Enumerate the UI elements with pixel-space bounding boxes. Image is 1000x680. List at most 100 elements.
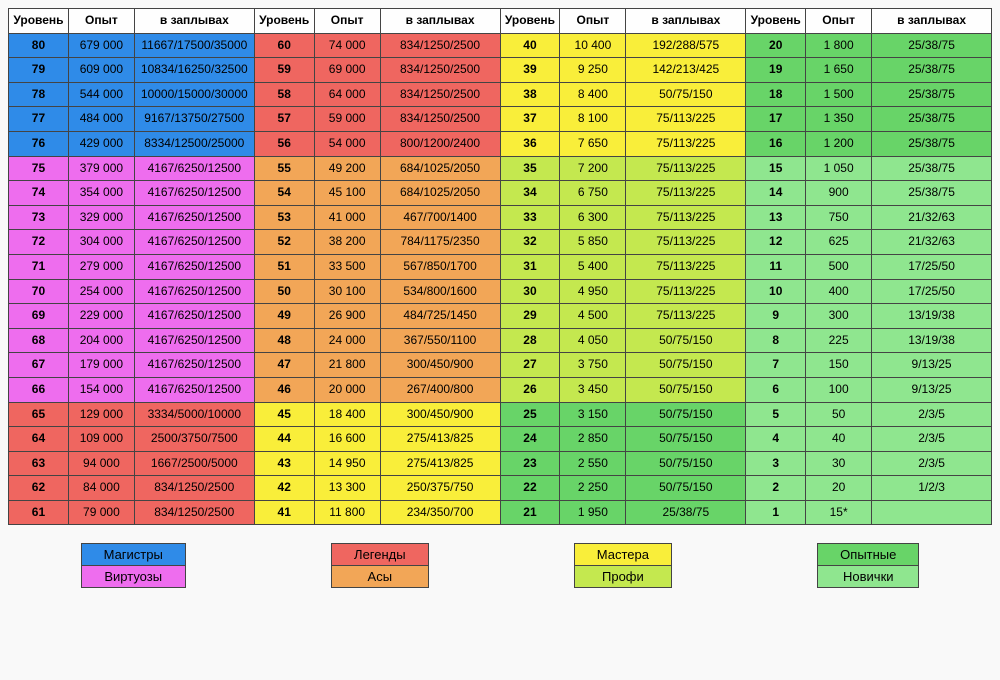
exp-cell: 4 050 [560, 329, 626, 354]
swims-cell: 300/450/900 [381, 353, 501, 378]
level-cell: 58 [255, 83, 315, 108]
level-cell: 19 [746, 58, 806, 83]
swims-cell: 4167/6250/12500 [135, 378, 255, 403]
swims-cell: 9/13/25 [872, 378, 992, 403]
swims-cell: 4167/6250/12500 [135, 304, 255, 329]
swims-cell: 4167/6250/12500 [135, 181, 255, 206]
legend-item: Асы [332, 566, 429, 588]
level-cell: 68 [9, 329, 69, 354]
swims-cell: 75/113/225 [626, 280, 746, 305]
swims-cell: 834/1250/2500 [381, 107, 501, 132]
exp-cell: 609 000 [69, 58, 135, 83]
level-cell: 72 [9, 230, 69, 255]
legend-item: Виртуозы [82, 566, 186, 588]
level-cell: 49 [255, 304, 315, 329]
exp-cell: 20 [806, 476, 872, 501]
level-cell: 62 [9, 476, 69, 501]
swims-cell: 534/800/1600 [381, 280, 501, 305]
swims-cell: 50/75/150 [626, 403, 746, 428]
swims-cell: 75/113/225 [626, 304, 746, 329]
exp-cell: 154 000 [69, 378, 135, 403]
column-header: Опыт [560, 9, 626, 34]
swims-cell: 250/375/750 [381, 476, 501, 501]
legend: МагистрыВиртуозыЛегендыАсыМастераПрофиОп… [8, 543, 992, 588]
swims-cell: 75/113/225 [626, 255, 746, 280]
legend-item: Мастера [575, 544, 672, 566]
swims-cell: 50/75/150 [626, 353, 746, 378]
swims-cell: 1667/2500/5000 [135, 452, 255, 477]
exp-cell: 1 500 [806, 83, 872, 108]
exp-cell: 679 000 [69, 34, 135, 59]
exp-cell: 41 000 [315, 206, 381, 231]
swims-cell: 684/1025/2050 [381, 157, 501, 182]
swims-cell: 21/32/63 [872, 230, 992, 255]
swims-cell: 13/19/38 [872, 304, 992, 329]
level-cell: 2 [746, 476, 806, 501]
exp-cell: 1 650 [806, 58, 872, 83]
column-header: Уровень [255, 9, 315, 34]
legend-column: МастераПрофи [574, 543, 672, 588]
level-cell: 41 [255, 501, 315, 526]
swims-cell: 75/113/225 [626, 107, 746, 132]
exp-cell: 484 000 [69, 107, 135, 132]
level-cell: 61 [9, 501, 69, 526]
swims-cell: 10834/16250/32500 [135, 58, 255, 83]
exp-cell: 1 200 [806, 132, 872, 157]
exp-cell: 1 050 [806, 157, 872, 182]
level-cell: 76 [9, 132, 69, 157]
exp-cell: 45 100 [315, 181, 381, 206]
exp-cell: 15* [806, 501, 872, 526]
level-cell: 60 [255, 34, 315, 59]
swims-cell: 75/113/225 [626, 230, 746, 255]
level-cell: 44 [255, 427, 315, 452]
table-group-2: УровеньОпытв заплывах4010 400192/288/575… [501, 9, 747, 525]
exp-cell: 4 950 [560, 280, 626, 305]
level-cell: 36 [501, 132, 561, 157]
exp-cell: 10 400 [560, 34, 626, 59]
level-cell: 37 [501, 107, 561, 132]
swims-cell: 50/75/150 [626, 83, 746, 108]
level-cell: 28 [501, 329, 561, 354]
exp-cell: 750 [806, 206, 872, 231]
level-cell: 71 [9, 255, 69, 280]
swims-cell: 4167/6250/12500 [135, 206, 255, 231]
exp-cell: 429 000 [69, 132, 135, 157]
exp-cell: 1 350 [806, 107, 872, 132]
exp-cell: 4 500 [560, 304, 626, 329]
column-header: в заплывах [135, 9, 255, 34]
exp-cell: 11 800 [315, 501, 381, 526]
swims-cell: 17/25/50 [872, 280, 992, 305]
level-cell: 38 [501, 83, 561, 108]
level-cell: 17 [746, 107, 806, 132]
exp-cell: 16 600 [315, 427, 381, 452]
exp-cell: 50 [806, 403, 872, 428]
level-cell: 47 [255, 353, 315, 378]
swims-cell: 4167/6250/12500 [135, 329, 255, 354]
swims-cell: 234/350/700 [381, 501, 501, 526]
swims-cell: 17/25/50 [872, 255, 992, 280]
column-header: в заплывах [872, 9, 992, 34]
swims-cell: 25/38/75 [626, 501, 746, 526]
level-cell: 4 [746, 427, 806, 452]
level-cell: 12 [746, 230, 806, 255]
swims-cell: 3334/5000/10000 [135, 403, 255, 428]
swims-cell: 275/413/825 [381, 452, 501, 477]
level-cell: 7 [746, 353, 806, 378]
swims-cell: 25/38/75 [872, 34, 992, 59]
column-header: Опыт [806, 9, 872, 34]
exp-cell: 38 200 [315, 230, 381, 255]
level-cell: 30 [501, 280, 561, 305]
swims-cell: 4167/6250/12500 [135, 280, 255, 305]
exp-cell: 84 000 [69, 476, 135, 501]
level-cell: 15 [746, 157, 806, 182]
exp-cell: 5 400 [560, 255, 626, 280]
column-header: Уровень [746, 9, 806, 34]
swims-cell: 25/38/75 [872, 181, 992, 206]
exp-cell: 13 300 [315, 476, 381, 501]
exp-cell: 229 000 [69, 304, 135, 329]
swims-cell: 300/450/900 [381, 403, 501, 428]
level-cell: 14 [746, 181, 806, 206]
level-cell: 29 [501, 304, 561, 329]
exp-cell: 2 850 [560, 427, 626, 452]
level-cell: 75 [9, 157, 69, 182]
